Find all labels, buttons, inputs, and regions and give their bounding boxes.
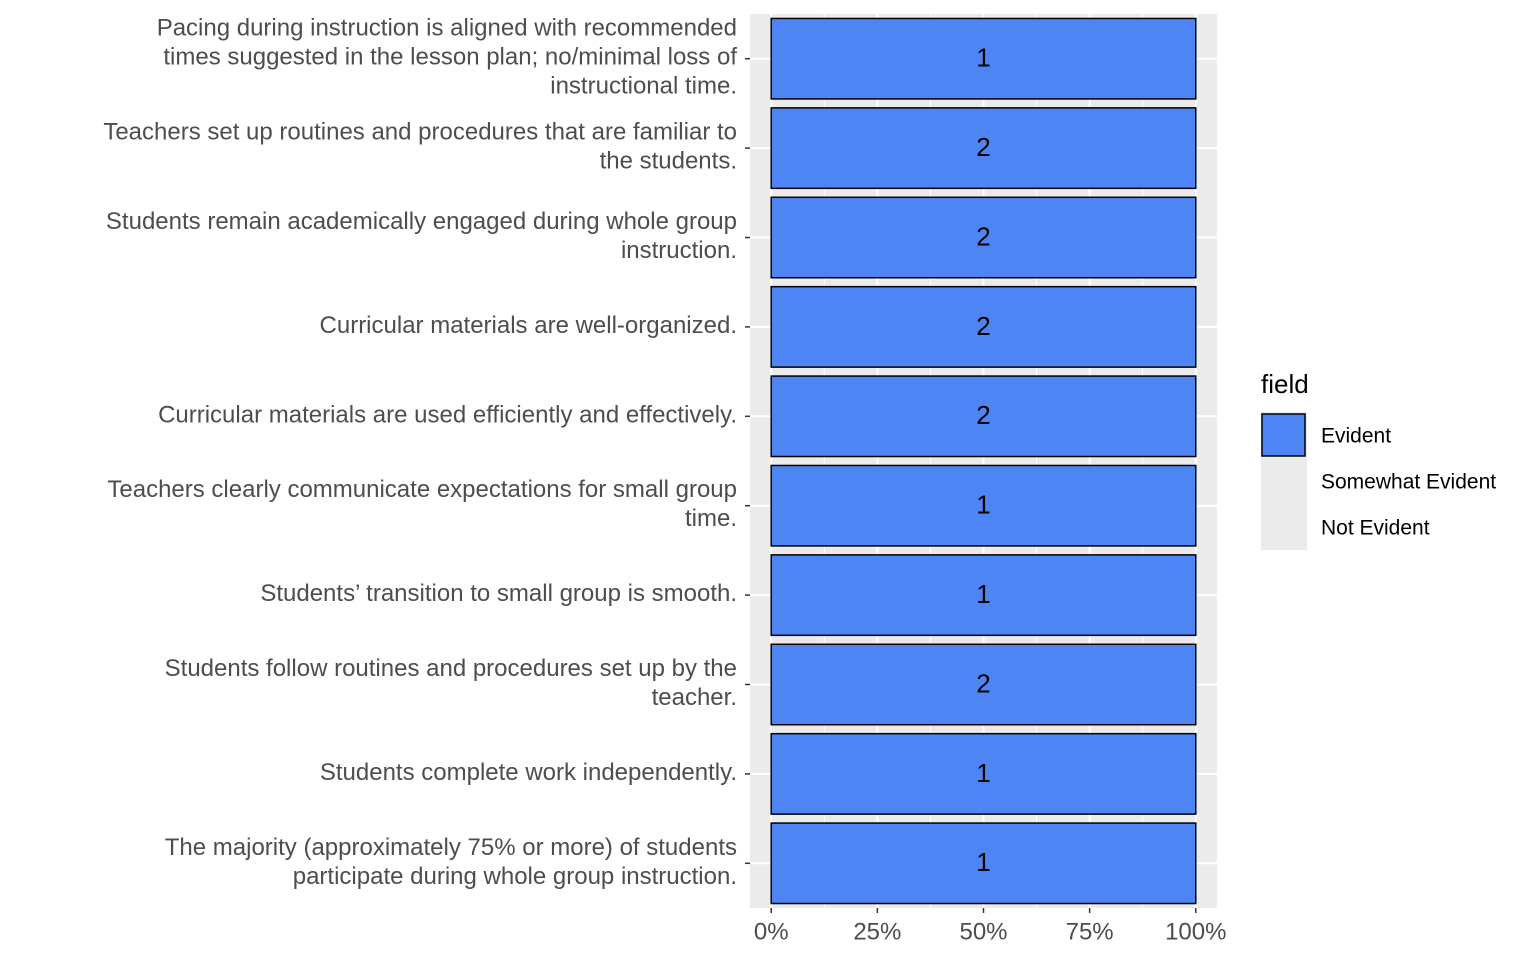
bar-label: 2 — [976, 221, 990, 251]
y-tick-label: The majority (approximately 75% or more)… — [165, 834, 737, 890]
bar-label: 2 — [976, 668, 990, 698]
legend-label: Not Evident — [1321, 517, 1430, 540]
bar — [770, 375, 1197, 458]
y-tick-label: Curricular materials are used efficientl… — [158, 402, 737, 429]
bar-label: 2 — [976, 132, 990, 162]
legend-label: Evident — [1321, 425, 1391, 448]
x-tick-label: 75% — [1066, 918, 1114, 945]
bar-label: 1 — [976, 579, 990, 609]
bar-label: 2 — [976, 400, 990, 430]
bar-label: 2 — [976, 311, 990, 341]
x-tick-label: 100% — [1165, 918, 1226, 945]
bar — [770, 732, 1197, 815]
y-tick-label: Students complete work independently. — [320, 759, 737, 786]
bar-label: 1 — [976, 758, 990, 788]
bar — [770, 196, 1197, 279]
bar — [770, 285, 1197, 368]
y-tick-label: Teachers set up routines and procedures … — [103, 119, 737, 175]
x-tick-label: 0% — [754, 918, 789, 945]
y-tick-label: Students’ transition to small group is s… — [260, 580, 737, 607]
bar — [770, 107, 1197, 190]
legend-key — [1261, 413, 1306, 457]
y-tick-label: Students remain academically engaged dur… — [106, 208, 737, 264]
x-tick-label: 25% — [853, 918, 901, 945]
bar — [770, 17, 1197, 100]
legend-label: Somewhat Evident — [1321, 471, 1496, 494]
legend-title: field — [1261, 369, 1309, 399]
bar — [770, 464, 1197, 547]
bar — [770, 554, 1197, 637]
y-tick-label: Curricular materials are well-organized. — [320, 312, 737, 339]
x-tick-label: 50% — [959, 918, 1007, 945]
y-tick-label: Teachers clearly communicate expectation… — [107, 477, 737, 533]
bar-label: 1 — [976, 490, 990, 520]
bar-label: 1 — [976, 43, 990, 73]
bar-label: 1 — [976, 847, 990, 877]
y-tick-label: Pacing during instruction is aligned wit… — [157, 15, 738, 100]
y-tick-label: Students follow routines and procedures … — [165, 655, 737, 711]
bar — [770, 822, 1197, 905]
bar — [770, 643, 1197, 726]
